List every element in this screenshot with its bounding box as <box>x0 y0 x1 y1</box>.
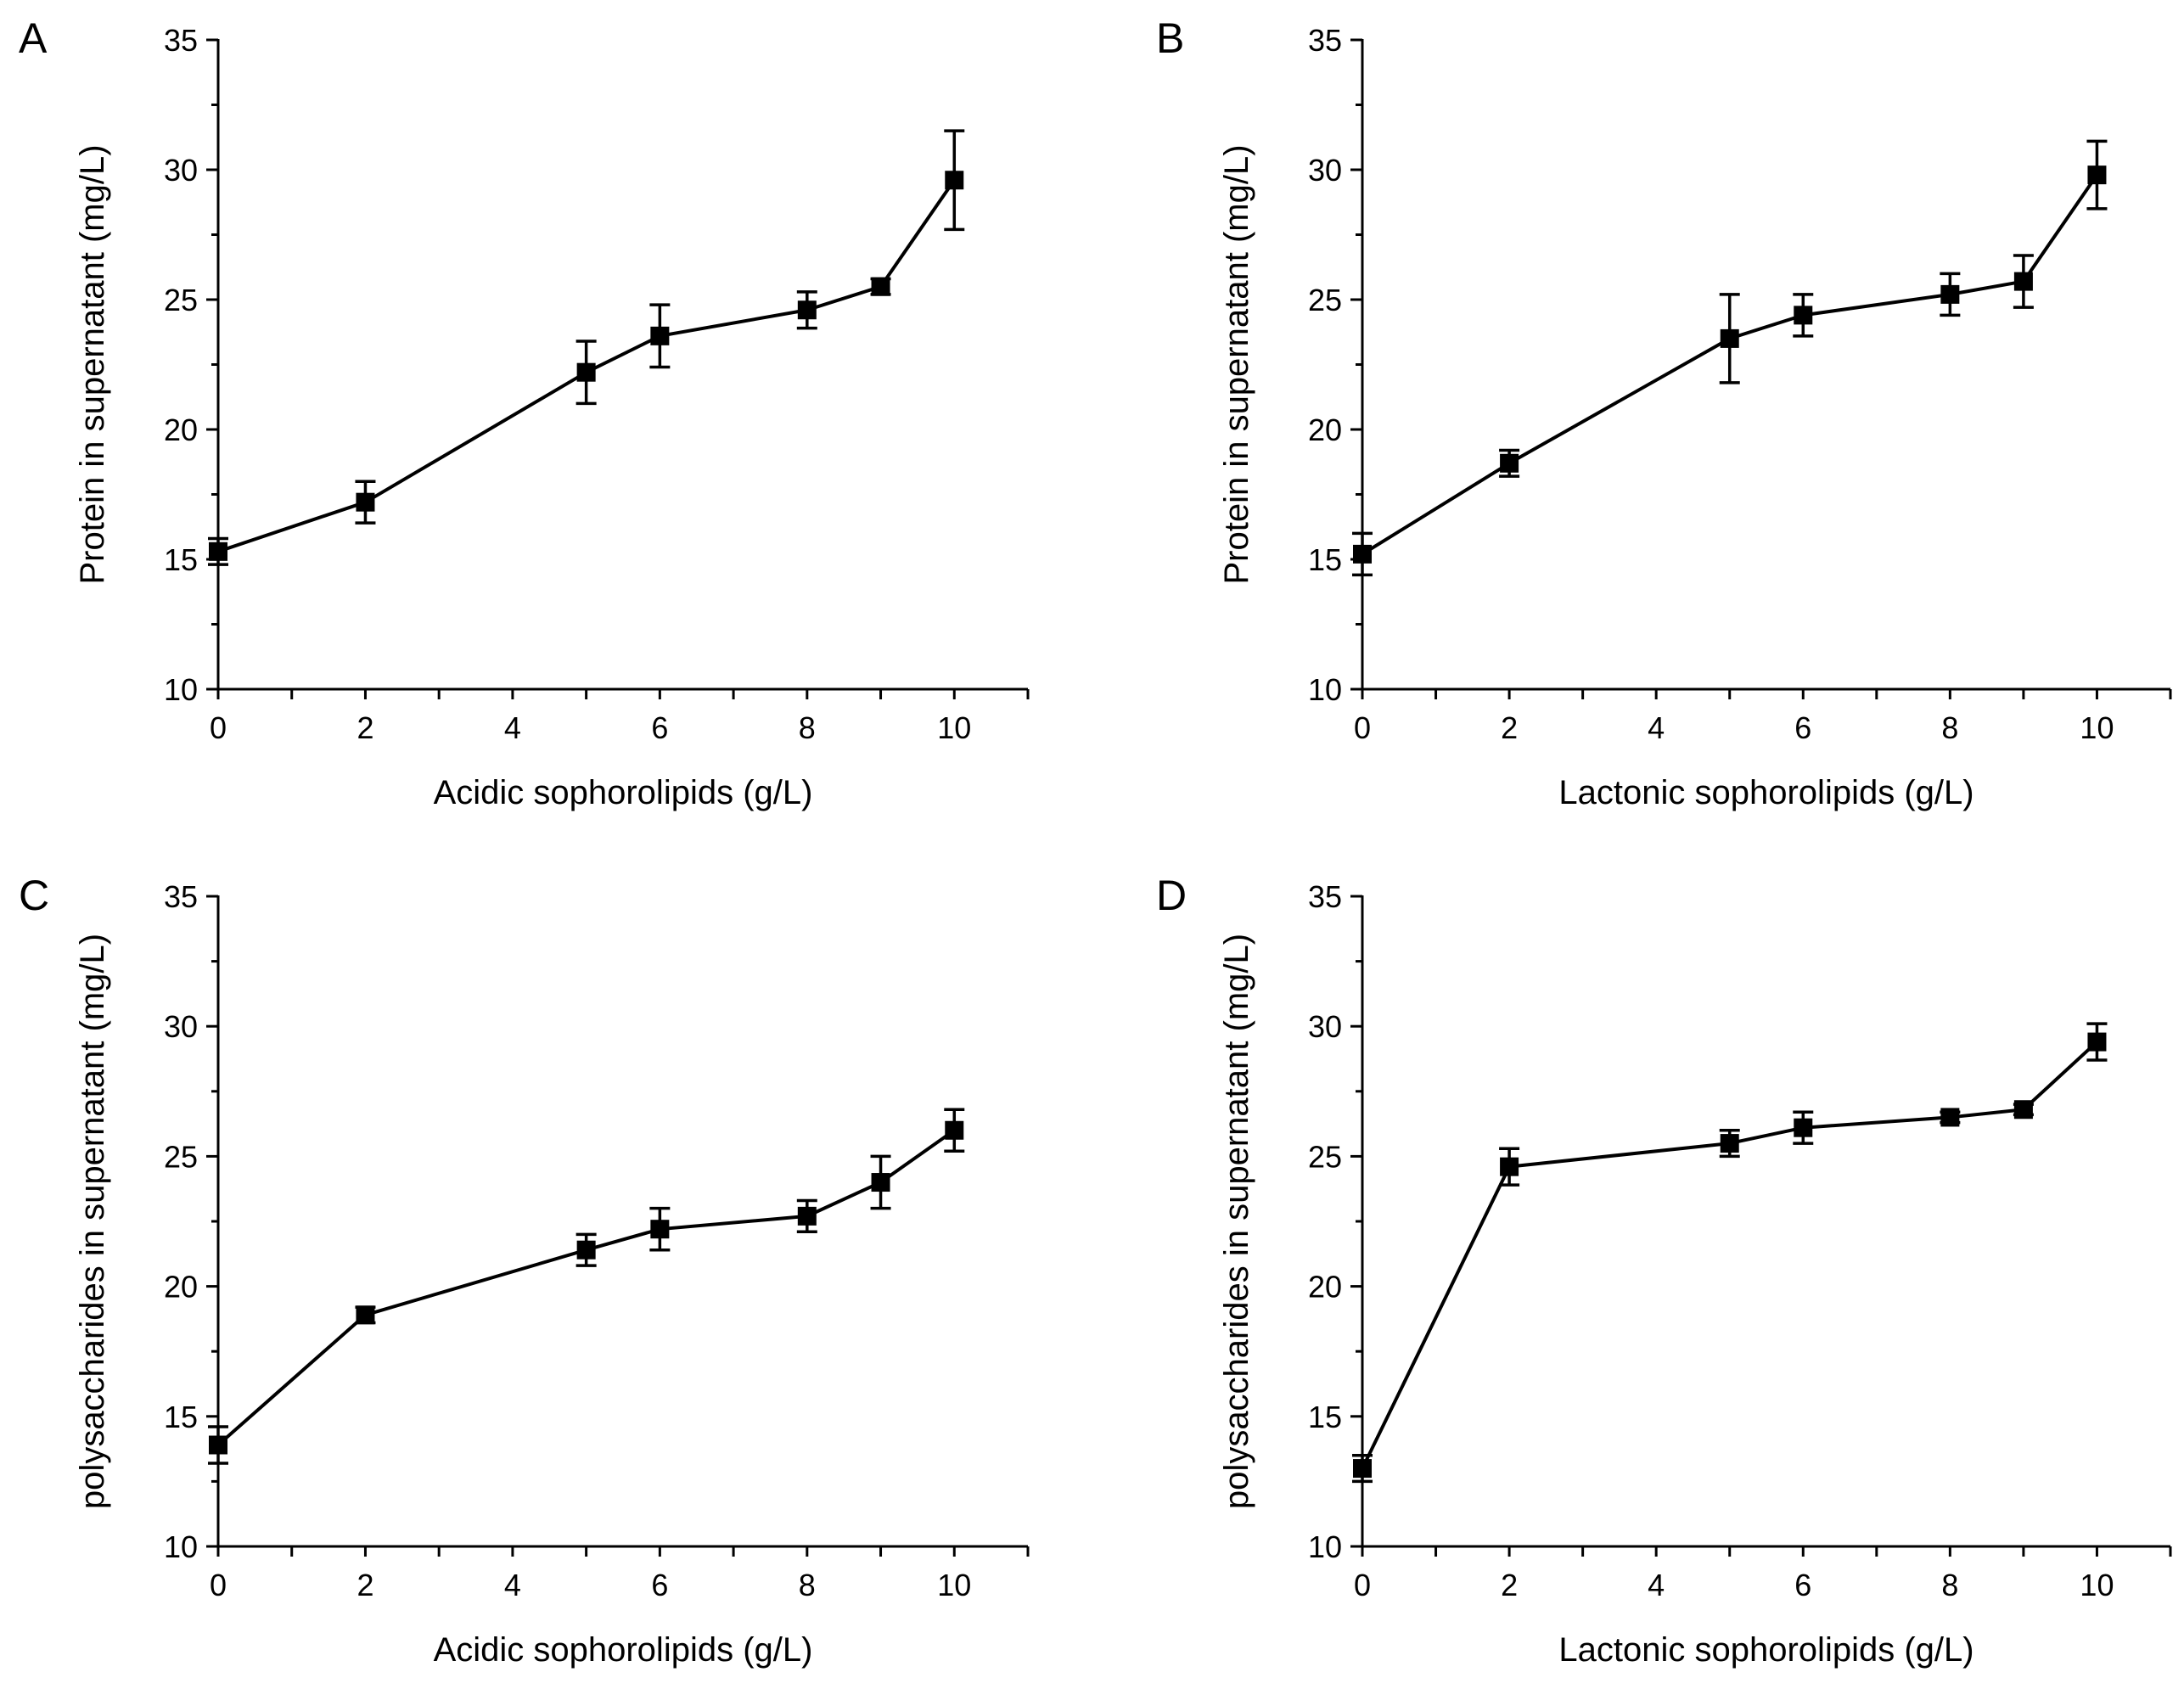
data-point <box>650 326 670 345</box>
data-point <box>1940 1108 1960 1127</box>
y-tick-label: 15 <box>164 542 198 577</box>
y-tick-label: 35 <box>1308 879 1342 914</box>
data-point <box>945 171 964 190</box>
data-point <box>1794 1118 1813 1137</box>
data-point <box>797 300 817 320</box>
y-axis-title: polysaccharides in supernatant (mg/L) <box>1218 934 1255 1509</box>
y-axis-title: polysaccharides in supernatant (mg/L) <box>74 934 111 1509</box>
x-tick-label: 4 <box>504 710 521 745</box>
x-tick-label: 10 <box>2080 1568 2114 1602</box>
panel-d: D 10 15 20 25 30 35 0 2 4 6 8 10 Lactonic sophorolipi… <box>1156 872 2172 1669</box>
y-tick-label: 30 <box>1308 1009 1342 1044</box>
x-tick-label: 0 <box>210 1568 227 1602</box>
data-point <box>1353 544 1372 564</box>
x-tick-label: 2 <box>1501 710 1518 745</box>
x-tick-label: 2 <box>1501 1568 1518 1602</box>
x-tick-label: 6 <box>1794 710 1811 745</box>
x-tick-label: 4 <box>1648 1568 1665 1602</box>
data-point <box>2087 1032 2107 1052</box>
x-axis-title: Acidic sophorolipids (g/L) <box>434 1631 813 1669</box>
y-axis-title: Protein in supernatant (mg/L) <box>1218 144 1255 584</box>
x-tick-label: 8 <box>1941 1568 1958 1602</box>
data-point <box>1794 306 1813 325</box>
y-tick-label: 15 <box>1308 542 1342 577</box>
x-tick-label: 6 <box>651 710 668 745</box>
panel-letter: C <box>19 872 49 919</box>
y-tick-label: 20 <box>1308 1270 1342 1305</box>
data-point <box>209 1435 227 1455</box>
data-point <box>945 1120 964 1140</box>
data-point <box>650 1220 670 1239</box>
data-point <box>576 362 596 382</box>
x-tick-label: 6 <box>1794 1568 1811 1602</box>
x-tick-label: 0 <box>1354 710 1371 745</box>
panel-letter: B <box>1156 14 1184 62</box>
panel-c: C 10 15 20 25 30 35 0 2 4 6 8 10 Acidic sophorolipids… <box>19 872 1030 1669</box>
x-axis-title: Lactonic sophorolipids (g/L) <box>1558 774 1973 811</box>
x-tick-label: 8 <box>1941 710 1958 745</box>
data-point <box>356 1305 375 1325</box>
x-tick-label: 10 <box>937 1568 971 1602</box>
y-tick-label: 30 <box>1308 153 1342 188</box>
x-axis-title: Lactonic sophorolipids (g/L) <box>1558 1631 1973 1669</box>
y-tick-label: 20 <box>164 412 198 447</box>
y-tick-label: 10 <box>1308 1529 1342 1564</box>
y-tick-label: 30 <box>164 1009 198 1044</box>
data-point <box>797 1206 817 1226</box>
y-tick-label: 10 <box>164 672 198 707</box>
x-tick-label: 10 <box>2080 710 2114 745</box>
x-tick-label: 6 <box>651 1568 668 1602</box>
y-tick-label: 20 <box>164 1270 198 1305</box>
data-point <box>1500 453 1519 473</box>
y-tick-label: 25 <box>164 283 198 317</box>
data-point <box>576 1240 596 1260</box>
data-point <box>871 277 890 296</box>
data-point <box>1720 328 1739 348</box>
y-tick-label: 30 <box>164 153 198 188</box>
y-tick-label: 25 <box>1308 1139 1342 1174</box>
data-point <box>871 1173 890 1192</box>
data-point <box>209 541 227 561</box>
panel-b: B 10 15 20 25 30 35 0 2 4 6 8 10 Lactonic sophorolipi… <box>1156 14 2172 811</box>
data-point <box>1353 1459 1372 1479</box>
data-point <box>356 492 375 512</box>
data-point <box>2087 166 2107 185</box>
y-axis-title: Protein in supernatant (mg/L) <box>74 144 111 584</box>
x-tick-label: 0 <box>210 710 227 745</box>
y-tick-label: 35 <box>164 23 198 58</box>
x-tick-label: 8 <box>799 1568 816 1602</box>
panel-letter: A <box>19 14 48 62</box>
data-point <box>2013 272 2033 291</box>
panel-letter: D <box>1156 872 1187 919</box>
x-axis-title: Acidic sophorolipids (g/L) <box>434 774 813 811</box>
x-tick-label: 2 <box>357 1568 373 1602</box>
x-tick-label: 2 <box>357 710 373 745</box>
y-tick-label: 25 <box>1308 283 1342 317</box>
y-tick-label: 25 <box>164 1139 198 1174</box>
panel-a: A 10 15 20 25 30 35 0 2 4 6 8 10 Acidic sophorolipids… <box>19 14 1030 811</box>
y-tick-label: 20 <box>1308 412 1342 447</box>
y-tick-label: 15 <box>1308 1400 1342 1434</box>
y-tick-label: 10 <box>164 1529 198 1564</box>
x-tick-label: 4 <box>1648 710 1665 745</box>
x-tick-label: 4 <box>504 1568 521 1602</box>
x-tick-label: 8 <box>799 710 816 745</box>
data-point <box>1500 1157 1519 1176</box>
y-tick-label: 35 <box>1308 23 1342 58</box>
x-tick-label: 0 <box>1354 1568 1371 1602</box>
y-tick-label: 35 <box>164 879 198 914</box>
data-point <box>2013 1100 2033 1119</box>
data-point <box>1940 284 1960 304</box>
y-tick-label: 15 <box>164 1400 198 1434</box>
y-tick-label: 10 <box>1308 672 1342 707</box>
data-point <box>1720 1134 1739 1153</box>
x-tick-label: 10 <box>937 710 971 745</box>
